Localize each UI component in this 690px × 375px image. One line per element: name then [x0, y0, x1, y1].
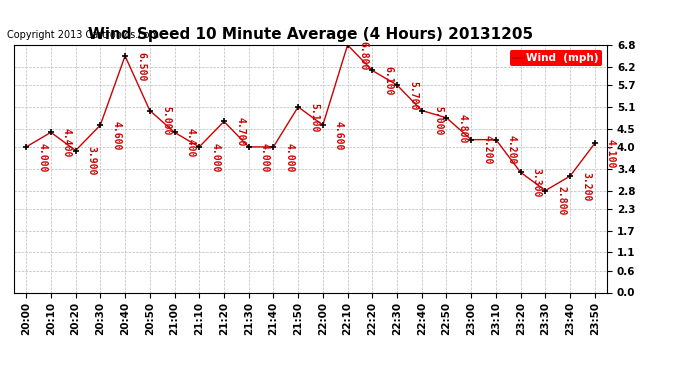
Text: 6.800: 6.800 — [359, 41, 368, 70]
Text: 4.200: 4.200 — [507, 135, 517, 165]
Text: 3.300: 3.300 — [532, 168, 542, 198]
Text: Copyright 2013 Cartronics.com: Copyright 2013 Cartronics.com — [7, 30, 159, 40]
Text: 3.200: 3.200 — [581, 172, 591, 201]
Text: 4.000: 4.000 — [210, 143, 220, 172]
Text: 4.800: 4.800 — [457, 114, 468, 143]
Text: 4.100: 4.100 — [606, 139, 616, 168]
Text: 4.400: 4.400 — [186, 128, 196, 158]
Text: 4.000: 4.000 — [37, 143, 48, 172]
Text: 2.800: 2.800 — [557, 186, 566, 216]
Title: Wind Speed 10 Minute Average (4 Hours) 20131205: Wind Speed 10 Minute Average (4 Hours) 2… — [88, 27, 533, 42]
Text: 4.000: 4.000 — [260, 143, 270, 172]
Text: 5.000: 5.000 — [433, 106, 443, 136]
Text: 4.600: 4.600 — [112, 121, 121, 150]
Text: 6.500: 6.500 — [136, 52, 146, 81]
Legend: Wind  (mph): Wind (mph) — [510, 50, 602, 66]
Text: 6.100: 6.100 — [384, 66, 393, 96]
Text: 4.600: 4.600 — [334, 121, 344, 150]
Text: 4.000: 4.000 — [284, 143, 295, 172]
Text: 5.000: 5.000 — [161, 106, 171, 136]
Text: 5.700: 5.700 — [408, 81, 418, 110]
Text: 4.400: 4.400 — [62, 128, 72, 158]
Text: 3.900: 3.900 — [87, 146, 97, 176]
Text: 4.200: 4.200 — [482, 135, 493, 165]
Text: 4.700: 4.700 — [235, 117, 245, 147]
Text: 5.100: 5.100 — [309, 103, 319, 132]
